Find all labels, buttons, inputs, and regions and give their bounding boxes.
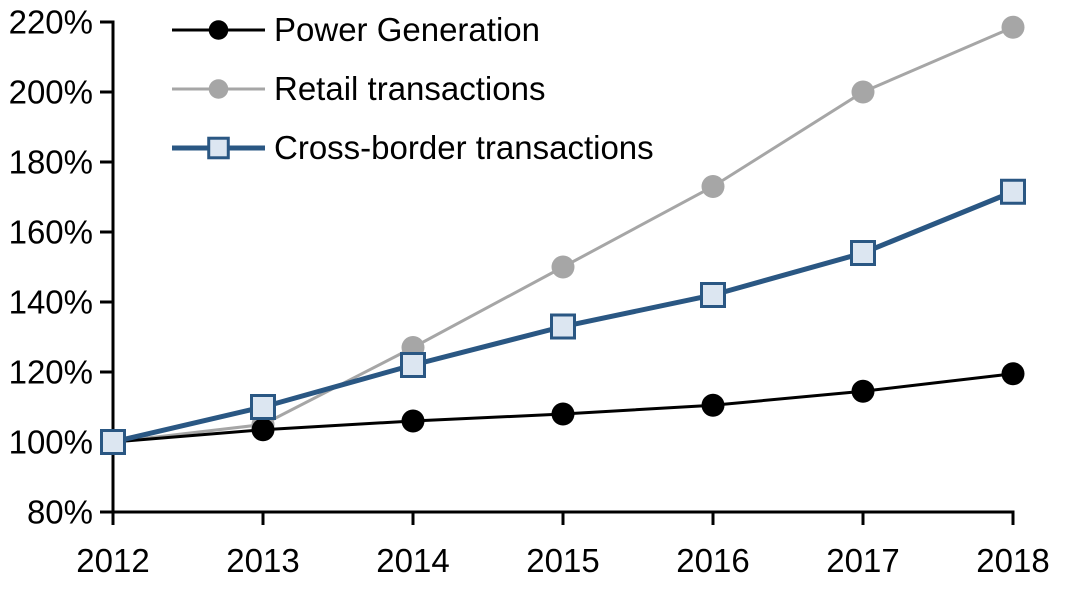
legend-sample-retail-transactions-icon: [172, 79, 265, 99]
y-tick-label: 80%: [27, 494, 93, 531]
x-tick-label: 2014: [376, 542, 449, 579]
y-tick-label: 140%: [9, 284, 93, 321]
legend-sample-power-generation-icon: [172, 20, 265, 40]
data-point-marker: [250, 394, 276, 420]
y-tick-label: 220%: [9, 4, 93, 41]
x-tick-label: 2017: [826, 542, 899, 579]
legend-entry-retail-transactions: Retail transactions: [172, 69, 545, 109]
y-tick-label: 200%: [9, 74, 93, 111]
data-point-marker: [700, 282, 726, 308]
x-tick-label: 2018: [976, 542, 1049, 579]
x-tick-label: 2012: [76, 542, 149, 579]
data-point-marker: [850, 240, 876, 266]
x-tick-label: 2015: [526, 542, 599, 579]
data-point-marker: [1001, 362, 1025, 386]
legend-label-retail-transactions: Retail transactions: [274, 70, 546, 107]
x-tick-label: 2016: [676, 542, 749, 579]
data-point-marker: [851, 80, 875, 104]
data-point-marker: [851, 379, 875, 403]
data-point-marker: [400, 352, 426, 378]
y-tick-label: 120%: [9, 354, 93, 391]
legend-sample-cross-border-transactions-icon: [172, 136, 265, 160]
data-point-marker: [401, 409, 425, 433]
series-cross-border-transactions: [100, 178, 1026, 455]
data-point-marker: [100, 429, 126, 455]
data-point-marker: [207, 136, 230, 160]
legend-label-power-generation: Power Generation: [274, 11, 540, 48]
y-tick-label: 100%: [9, 424, 93, 461]
data-point-marker: [208, 20, 229, 40]
data-point-marker: [551, 255, 575, 279]
data-point-marker: [1001, 15, 1025, 39]
data-point-marker: [701, 393, 725, 417]
data-point-marker: [1000, 178, 1026, 205]
y-tick-label: 180%: [9, 144, 93, 181]
legend-entry-power-generation: Power Generation: [172, 10, 540, 50]
y-tick-label: 160%: [9, 214, 93, 251]
data-point-marker: [251, 418, 275, 442]
x-tick-label: 2013: [226, 542, 299, 579]
legend-entry-cross-border-transactions: Cross-border transactions: [172, 128, 654, 168]
data-point-marker: [208, 79, 229, 99]
legend-label-cross-border-transactions: Cross-border transactions: [274, 129, 654, 166]
series-power-generation: [101, 362, 1025, 454]
data-point-marker: [550, 313, 576, 340]
data-point-marker: [701, 175, 725, 198]
data-point-marker: [551, 402, 575, 426]
